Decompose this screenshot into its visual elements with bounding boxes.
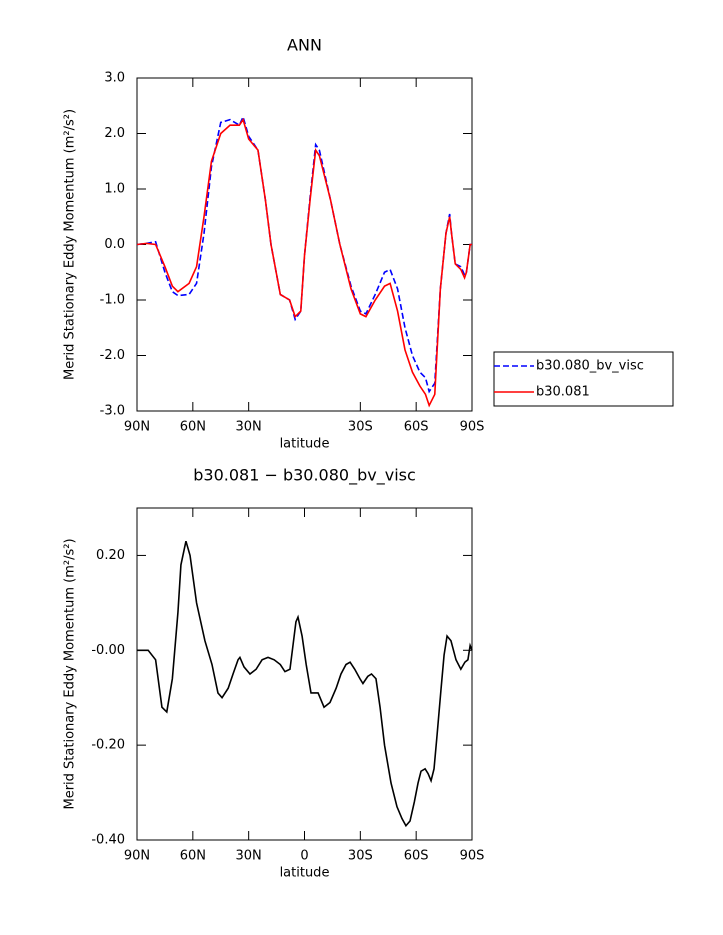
y-tick-label: -3.0 — [100, 404, 125, 419]
y-tick-label: -2.0 — [100, 348, 125, 363]
x-tick-label: 90S — [460, 849, 485, 864]
y-tick-label: 0.0 — [104, 237, 125, 252]
x-tick-label: 30S — [348, 849, 373, 864]
y-tick-label: -0.20 — [91, 738, 125, 753]
x-tick-label: 90S — [460, 420, 485, 435]
y-tick-label: 1.0 — [104, 182, 125, 197]
legend-label: b30.081 — [536, 385, 590, 400]
x-tick-label: 30N — [236, 849, 262, 864]
chart-title: b30.081 − b30.080_bv_visc — [193, 466, 416, 486]
y-tick-label: 3.0 — [104, 71, 125, 86]
chart-title: ANN — [287, 36, 322, 55]
x-tick-label: 60N — [180, 420, 206, 435]
x-tick-label: 60N — [180, 849, 206, 864]
y-axis-title: Merid Stationary Eddy Momentum (m²/s²) — [63, 538, 78, 809]
y-tick-label: -0.00 — [91, 643, 125, 658]
x-axis-title: latitude — [280, 437, 330, 452]
y-tick-label: -0.40 — [91, 833, 125, 848]
x-tick-label: 90N — [124, 849, 150, 864]
x-tick-label: 60S — [404, 849, 429, 864]
plot-frame — [136, 507, 473, 841]
series-line — [136, 117, 472, 408]
legend-label: b30.080_bv_visc — [536, 359, 644, 374]
plot-frame — [136, 77, 473, 412]
y-axis-title: Merid Stationary Eddy Momentum (m²/s²) — [63, 109, 78, 380]
series-line — [137, 540, 473, 828]
x-tick-label: 30S — [348, 420, 373, 435]
y-tick-label: 0.20 — [96, 548, 125, 563]
y-tick-label: 2.0 — [104, 126, 125, 141]
x-tick-label: 90N — [124, 420, 150, 435]
x-tick-label: 0 — [300, 849, 308, 864]
x-tick-label: 60S — [404, 420, 429, 435]
y-tick-label: -1.0 — [100, 293, 125, 308]
x-axis-title: latitude — [280, 866, 330, 881]
x-tick-label: 30N — [236, 420, 262, 435]
legend-box — [493, 351, 674, 407]
